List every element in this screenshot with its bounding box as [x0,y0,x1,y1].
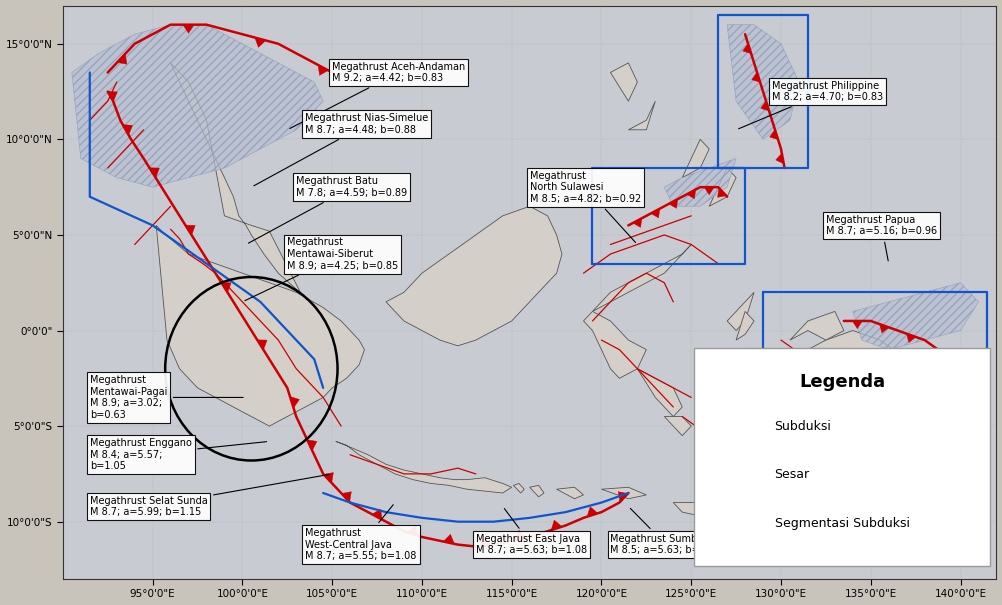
Polygon shape [515,531,526,540]
Polygon shape [583,312,646,378]
Polygon shape [682,139,709,178]
Polygon shape [324,473,334,483]
Polygon shape [704,187,714,195]
Polygon shape [255,38,266,47]
Text: Megathrust Aceh-Andaman
M 9.2; a=4.42; b=0.83: Megathrust Aceh-Andaman M 9.2; a=4.42; b… [290,62,465,128]
Polygon shape [156,226,365,426]
Polygon shape [592,244,691,312]
Polygon shape [673,503,727,518]
Polygon shape [709,436,745,455]
Polygon shape [408,526,419,536]
Polygon shape [732,417,745,436]
Polygon shape [170,63,315,307]
Text: Megathrust
West-Central Java
M 8.7; a=5.55; b=1.08: Megathrust West-Central Java M 8.7; a=5.… [306,505,417,561]
Polygon shape [934,347,942,356]
Polygon shape [717,188,726,197]
Polygon shape [513,483,524,493]
Text: Megathrust Philippine
M 8.2; a=4.70; b=0.83: Megathrust Philippine M 8.2; a=4.70; b=0… [738,81,883,129]
Polygon shape [853,321,863,329]
Polygon shape [342,492,352,502]
Polygon shape [183,25,194,33]
Polygon shape [668,199,677,208]
Polygon shape [880,324,889,333]
Polygon shape [386,206,562,346]
Polygon shape [530,485,544,497]
Text: Megathrust
Mentawai-Pagai
M 8.9; a=3.02;
b=0.63: Megathrust Mentawai-Pagai M 8.9; a=3.02;… [90,375,243,420]
Text: Sesar: Sesar [775,468,810,482]
Text: Megathrust Nias-Simelue
M 8.7; a=4.48; b=0.88: Megathrust Nias-Simelue M 8.7; a=4.48; b… [254,113,429,186]
Text: Megathrust Papua
M 8.7; a=5.16; b=0.96: Megathrust Papua M 8.7; a=5.16; b=0.96 [826,215,937,261]
Polygon shape [686,189,695,199]
Polygon shape [790,353,808,369]
Text: Megathrust
Mentawai-Siberut
M 8.9; a=4.25; b=0.85: Megathrust Mentawai-Siberut M 8.9; a=4.2… [244,237,399,301]
Polygon shape [776,153,784,164]
Polygon shape [72,25,324,187]
Text: Megathrust Sumba
M 8.5; a=5.63; b=1.11: Megathrust Sumba M 8.5; a=5.63; b=1.11 [610,508,721,555]
Polygon shape [479,537,490,546]
Text: Megathrust
North Sulawesi
M 8.5; a=4.82; b=0.92: Megathrust North Sulawesi M 8.5; a=4.82;… [530,171,641,243]
Polygon shape [790,312,844,340]
Polygon shape [709,168,736,206]
Polygon shape [610,63,637,101]
Polygon shape [907,333,916,342]
Polygon shape [117,54,127,64]
Polygon shape [651,209,660,218]
Polygon shape [742,44,752,54]
Polygon shape [308,440,317,451]
Polygon shape [664,159,736,206]
Text: Megathrust East Java
M 8.7; a=5.63; b=1.08: Megathrust East Java M 8.7; a=5.63; b=1.… [476,509,587,555]
Polygon shape [752,72,761,82]
Polygon shape [628,101,655,130]
Polygon shape [336,442,512,493]
Polygon shape [664,417,691,436]
Polygon shape [149,168,159,178]
Polygon shape [221,283,231,293]
Polygon shape [761,101,770,111]
Polygon shape [551,520,562,530]
Text: Megathrust Enggano
M 8.4; a=5.57;
b=1.05: Megathrust Enggano M 8.4; a=5.57; b=1.05 [90,438,267,471]
Bar [713,513,765,534]
Polygon shape [107,91,117,102]
Polygon shape [727,25,799,139]
Polygon shape [637,369,682,417]
Polygon shape [633,218,642,227]
Polygon shape [764,378,799,397]
Polygon shape [443,534,454,544]
Polygon shape [318,65,329,76]
Text: Legenda: Legenda [800,373,885,391]
Text: Megathrust Batu
M 7.8; a=4.59; b=0.89: Megathrust Batu M 7.8; a=4.59; b=0.89 [248,176,408,243]
Text: Subduksi: Subduksi [775,420,832,433]
Polygon shape [290,396,300,408]
Polygon shape [727,292,755,330]
Polygon shape [790,330,979,493]
Polygon shape [587,507,598,517]
Text: Megathrust Selat Sunda
M 8.7; a=5.99; b=1.15: Megathrust Selat Sunda M 8.7; a=5.99; b=… [90,474,330,517]
Polygon shape [258,340,268,350]
Polygon shape [372,509,382,520]
Polygon shape [601,487,646,499]
Polygon shape [618,492,628,502]
Polygon shape [185,225,195,235]
Polygon shape [770,129,779,140]
Polygon shape [736,312,755,340]
Polygon shape [714,388,736,407]
Polygon shape [853,283,979,350]
Polygon shape [961,366,969,375]
Polygon shape [123,125,132,135]
Text: Segmentasi Subduksi: Segmentasi Subduksi [775,517,910,530]
Polygon shape [556,487,583,499]
